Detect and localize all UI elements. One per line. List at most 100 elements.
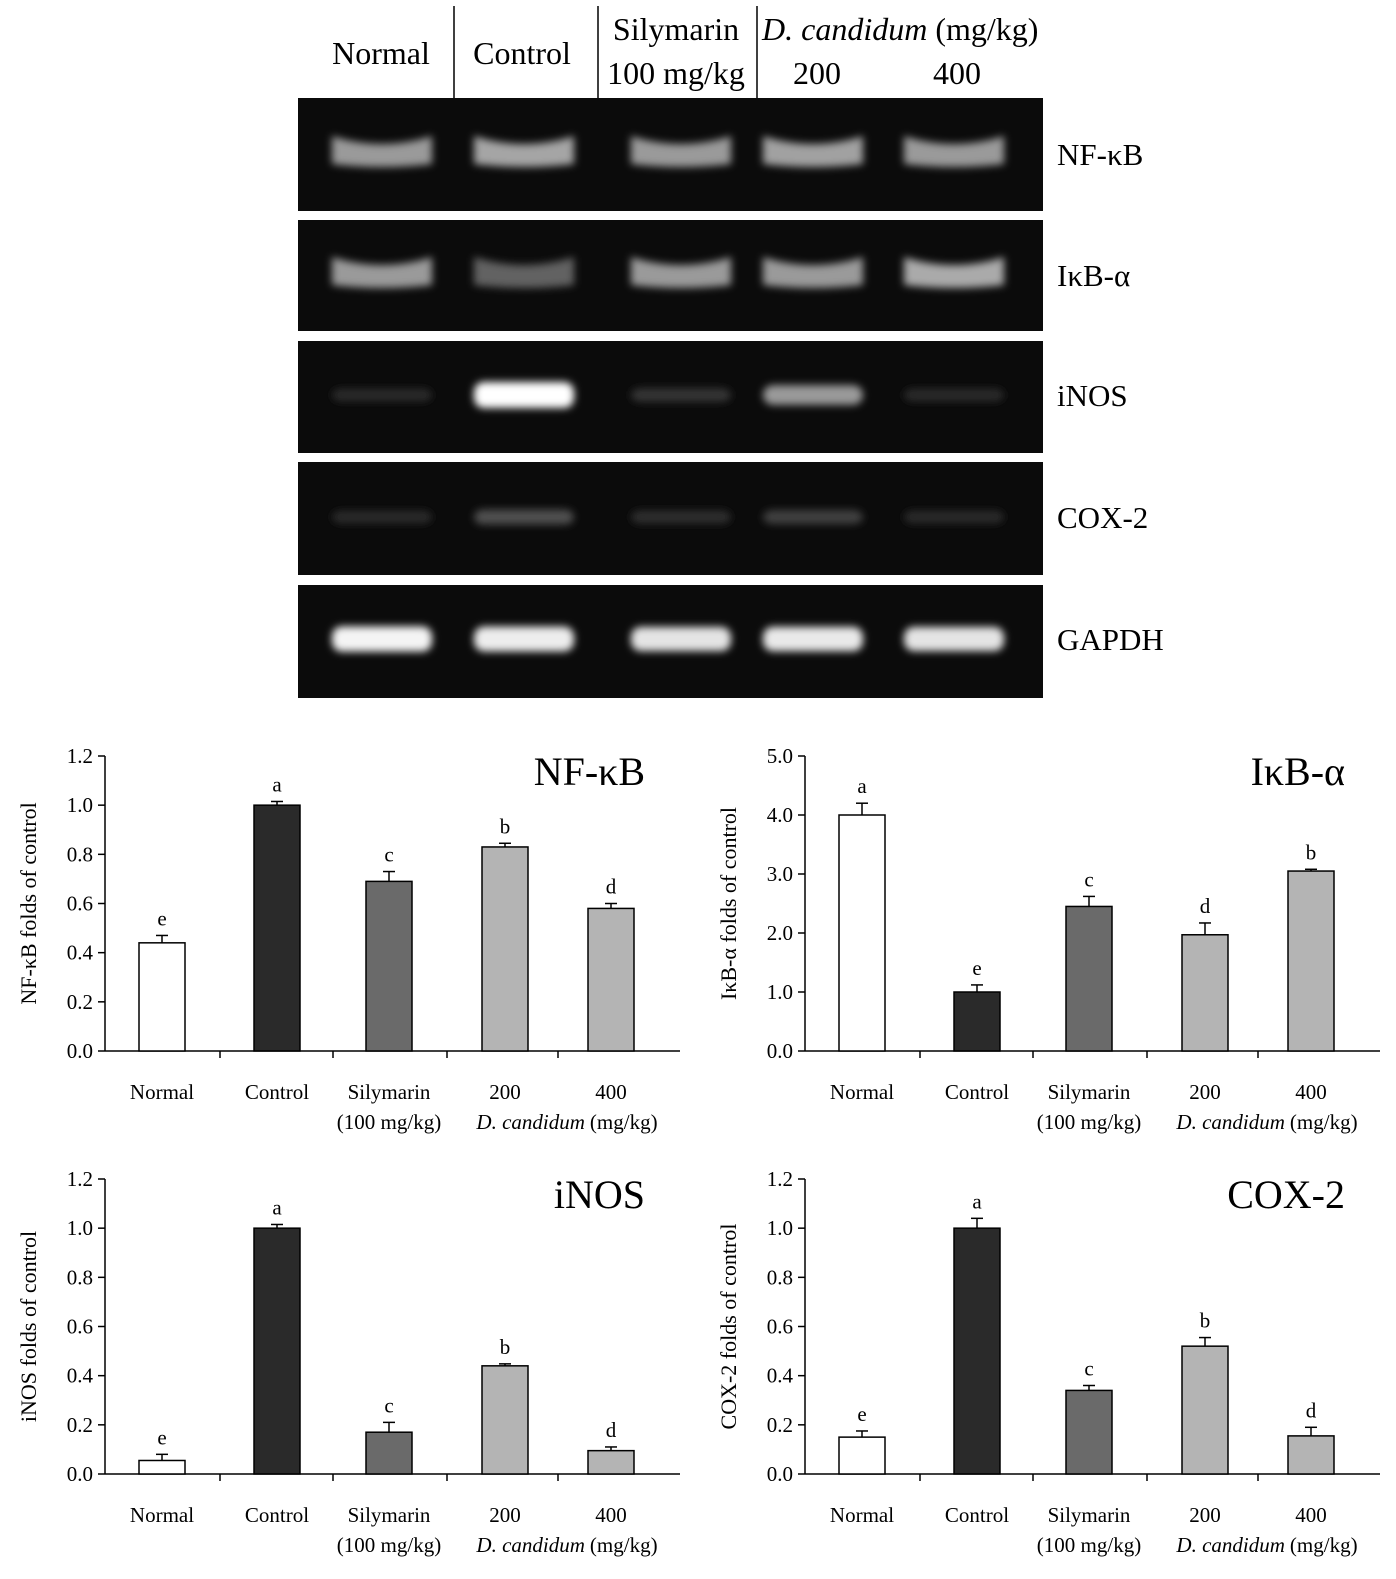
category-label: 400 bbox=[1295, 1503, 1327, 1527]
gel-band bbox=[904, 257, 1004, 288]
gel-band bbox=[763, 509, 863, 525]
gel-bands bbox=[332, 509, 1004, 525]
bar bbox=[953, 991, 1001, 1052]
y-tick-label: 0.8 bbox=[767, 1265, 793, 1289]
gel-band bbox=[631, 136, 731, 167]
bar-chart-nfkb: 0.0 0.2 0.4 0.6 0.8 1.0 1.2 NF-κB folds of cont… bbox=[16, 744, 680, 1134]
y-tick-label: 0.6 bbox=[67, 1315, 93, 1339]
category-label: Normal bbox=[130, 1503, 194, 1527]
lane-label-silymarin: Silymarin bbox=[613, 11, 739, 47]
bar bbox=[253, 1227, 301, 1475]
y-tick-label: 0.0 bbox=[67, 1039, 93, 1063]
significance-letter: d bbox=[1200, 894, 1211, 918]
category-sublabel: (100 mg/kg) bbox=[1037, 1110, 1141, 1134]
gel-header: Normal Control Silymarin 100 mg/kg D. ca… bbox=[332, 6, 1038, 98]
bar bbox=[365, 1431, 413, 1475]
y-tick-label: 0.4 bbox=[67, 941, 94, 965]
significance-letter: b bbox=[500, 814, 511, 838]
category-label: Control bbox=[245, 1080, 309, 1104]
gel-row-inos: iNOS bbox=[298, 341, 1128, 453]
gel-row-label: GAPDH bbox=[1057, 622, 1164, 657]
bar bbox=[1181, 1345, 1229, 1475]
y-axis-label: NF-κB folds of control bbox=[16, 802, 41, 1004]
significance-letter: c bbox=[1084, 867, 1093, 891]
category-label: Normal bbox=[830, 1503, 894, 1527]
bar bbox=[838, 814, 886, 1052]
gel-blots: NF-κB IκB-α iNOS COX-2 GAPDH bbox=[298, 98, 1164, 698]
gel-row-gapdh: GAPDH bbox=[298, 585, 1164, 698]
y-tick-label: 0.8 bbox=[67, 842, 93, 866]
category-label: 400 bbox=[1295, 1080, 1327, 1104]
y-tick-label: 0.0 bbox=[767, 1039, 793, 1063]
gel-band bbox=[763, 626, 863, 652]
significance-letter: e bbox=[972, 956, 981, 980]
gel-row-cox2: COX-2 bbox=[298, 462, 1148, 575]
gel-band bbox=[474, 509, 574, 525]
bar bbox=[1065, 1389, 1113, 1475]
significance-letter: d bbox=[1306, 1398, 1317, 1422]
significance-letter: b bbox=[1306, 840, 1317, 864]
category-sublabel: D. candidum (mg/kg) bbox=[475, 1533, 657, 1557]
category-label: Control bbox=[245, 1503, 309, 1527]
category-sublabel: D. candidum (mg/kg) bbox=[475, 1110, 657, 1134]
y-tick-label: 3.0 bbox=[767, 862, 793, 886]
y-tick-label: 1.0 bbox=[767, 1216, 793, 1240]
gel-band bbox=[631, 388, 731, 402]
bar bbox=[481, 1365, 529, 1475]
category-label: 200 bbox=[1189, 1080, 1221, 1104]
category-label: 200 bbox=[489, 1503, 521, 1527]
category-label: 200 bbox=[1189, 1503, 1221, 1527]
significance-letter: d bbox=[606, 875, 617, 899]
gel-row-ikba: IκB-α bbox=[298, 220, 1130, 331]
y-tick-label: 1.0 bbox=[767, 980, 793, 1004]
y-axis-label: COX-2 folds of control bbox=[716, 1224, 741, 1430]
y-tick-label: 1.2 bbox=[67, 1167, 93, 1191]
category-sublabel: (100 mg/kg) bbox=[337, 1110, 441, 1134]
lane-label-400: 400 bbox=[933, 55, 981, 91]
gel-band bbox=[474, 257, 574, 288]
category-sublabel: D. candidum (mg/kg) bbox=[1175, 1533, 1357, 1557]
gel-band bbox=[763, 136, 863, 167]
category-label: 400 bbox=[595, 1080, 627, 1104]
y-tick-label: 0.2 bbox=[67, 1413, 93, 1437]
y-tick-label: 1.0 bbox=[67, 793, 93, 817]
significance-letter: a bbox=[272, 772, 282, 796]
significance-letter: a bbox=[857, 774, 867, 798]
category-label: Silymarin bbox=[1048, 1503, 1131, 1527]
bar bbox=[1181, 934, 1229, 1052]
lane-label-d-candidum: D. candidum (mg/kg) bbox=[761, 11, 1038, 47]
category-label: Silymarin bbox=[348, 1080, 431, 1104]
gel-band bbox=[332, 510, 432, 524]
gel-band bbox=[332, 257, 432, 288]
y-axis-label: iNOS folds of control bbox=[16, 1231, 41, 1422]
chart-title: iNOS bbox=[554, 1172, 645, 1217]
y-tick-label: 0.0 bbox=[67, 1462, 93, 1486]
significance-letter: d bbox=[606, 1418, 617, 1442]
bar bbox=[138, 1459, 186, 1475]
y-tick-label: 0.4 bbox=[767, 1364, 794, 1388]
gel-band bbox=[904, 510, 1004, 524]
chart-title: NF-κB bbox=[534, 749, 645, 794]
category-label: Silymarin bbox=[348, 1503, 431, 1527]
gel-band bbox=[904, 626, 1004, 652]
significance-letter: b bbox=[1200, 1309, 1211, 1333]
significance-letter: c bbox=[384, 843, 393, 867]
bar bbox=[953, 1227, 1001, 1475]
significance-letter: c bbox=[1084, 1357, 1093, 1381]
bar bbox=[1065, 905, 1113, 1052]
gel-band bbox=[631, 257, 731, 288]
bar-chart-inos: 0.0 0.2 0.4 0.6 0.8 1.0 1.2 iNOS folds of contr… bbox=[16, 1167, 680, 1557]
significance-letter: a bbox=[972, 1189, 982, 1213]
bar bbox=[365, 880, 413, 1052]
gel-bands bbox=[332, 382, 1004, 408]
gel-band bbox=[904, 136, 1004, 167]
gel-band bbox=[474, 626, 574, 652]
category-label: Control bbox=[945, 1080, 1009, 1104]
category-sublabel: (100 mg/kg) bbox=[337, 1533, 441, 1557]
y-tick-label: 0.2 bbox=[767, 1413, 793, 1437]
lane-label-normal: Normal bbox=[332, 35, 430, 71]
significance-letter: a bbox=[272, 1195, 282, 1219]
bar bbox=[838, 1436, 886, 1475]
gel-row-nfkb: NF-κB bbox=[298, 98, 1143, 211]
